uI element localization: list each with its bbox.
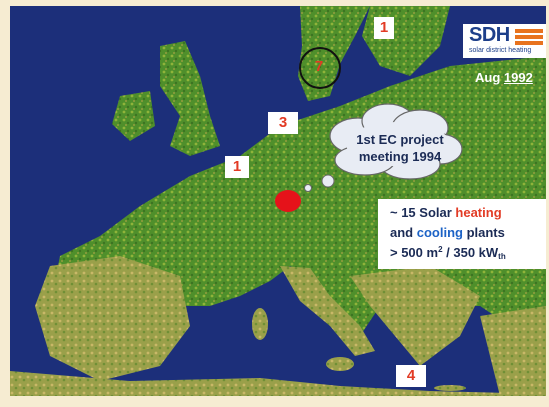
info-line-2-post: plants	[462, 225, 505, 240]
cloud-tail-large	[321, 174, 335, 188]
power-subscript: th	[498, 252, 506, 261]
ireland-landmass	[112, 91, 155, 141]
cloud-callout-shape	[329, 103, 463, 180]
cloud-callout-text: 1st EC project meeting 1994	[340, 131, 460, 165]
cloud-line-1: 1st EC project	[356, 132, 444, 147]
heating-word: heating	[455, 205, 502, 220]
sweden-circle	[299, 47, 341, 89]
marker-greece: 4	[396, 365, 426, 387]
crete-island	[434, 385, 466, 391]
great-britain-landmass	[160, 41, 220, 156]
marker-sweden: 7	[314, 58, 324, 75]
logo-subtitle: solar district heating	[469, 47, 532, 54]
sicily-island	[326, 357, 354, 371]
marker-denmark: 3	[268, 112, 298, 134]
turkey-landmass	[480, 306, 546, 396]
sardinia-island	[252, 308, 268, 340]
info-line-2: and cooling plants	[390, 225, 505, 240]
info-line-3-mid: / 350 kW	[442, 245, 499, 260]
date-prefix: Aug	[475, 70, 504, 85]
iberia-landmass	[35, 256, 190, 381]
europe-map: 1 7 3 1 4 SDH solar district heating Aug…	[10, 6, 546, 396]
north-africa-landmass	[10, 371, 546, 396]
sdh-logo: SDH solar district heating	[463, 24, 546, 58]
info-box: ~ 15 Solar heating and cooling plants > …	[378, 199, 546, 269]
info-line-3-text: > 500 m	[390, 245, 439, 260]
logo-bars-icon	[515, 29, 543, 45]
marker-scandinavia: 1	[374, 17, 394, 39]
meeting-location-dot	[275, 190, 301, 212]
cooling-word: cooling	[416, 225, 463, 240]
italy-landmass	[280, 266, 375, 356]
info-line-2-text: and	[390, 225, 417, 240]
info-line-1-text: ~ 15 Solar	[390, 205, 456, 220]
cloud-line-2: meeting 1994	[358, 149, 442, 164]
cloud-tail-small	[304, 184, 312, 192]
info-line-3: > 500 m2 / 350 kWth	[390, 245, 506, 261]
info-line-1: ~ 15 Solar heating	[390, 205, 502, 220]
balkans-landmass	[350, 266, 480, 366]
marker-france: 1	[225, 156, 249, 178]
date-year: 1992	[503, 70, 533, 85]
logo-title: SDH	[469, 24, 510, 46]
date-label: Aug 1992	[475, 70, 533, 85]
area-exponent: 2	[438, 245, 443, 254]
